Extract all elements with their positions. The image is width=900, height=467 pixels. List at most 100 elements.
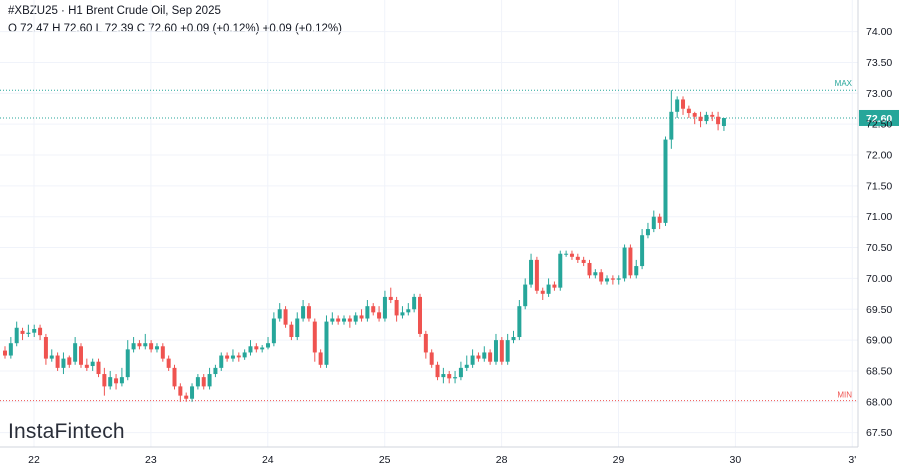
- x-tick-label: 3': [848, 454, 856, 466]
- candle: [377, 306, 382, 322]
- candle-body: [236, 355, 241, 358]
- candle: [166, 355, 171, 371]
- candle: [493, 333, 498, 365]
- candle: [242, 349, 247, 360]
- candle: [43, 333, 48, 365]
- candle-body: [195, 377, 200, 387]
- candle-body: [388, 296, 393, 300]
- candle-body: [575, 256, 580, 260]
- candle-body: [230, 355, 235, 359]
- candle-body: [78, 346, 83, 365]
- candle: [599, 269, 604, 285]
- candle-body: [359, 315, 364, 319]
- y-tick-label: 72.00: [866, 150, 892, 162]
- candle-body: [552, 284, 557, 288]
- y-tick-label: 68.50: [866, 365, 892, 377]
- candle: [435, 361, 440, 381]
- candle: [295, 312, 300, 341]
- candle-body: [412, 296, 417, 310]
- candle-body: [406, 309, 411, 313]
- candle: [716, 111, 721, 131]
- candle: [429, 349, 434, 368]
- candle-body: [353, 315, 358, 322]
- candle-body: [84, 364, 89, 368]
- candle-body: [254, 346, 259, 350]
- candle-body: [154, 346, 159, 350]
- instafintech-logo: InstaFintech: [8, 420, 125, 443]
- candle: [330, 312, 335, 325]
- candle-body: [266, 343, 271, 348]
- candle: [657, 213, 662, 230]
- candle-body: [149, 343, 154, 350]
- candle-body: [476, 355, 481, 359]
- candle: [336, 315, 341, 325]
- y-tick-label: 68.00: [866, 396, 892, 408]
- candle: [225, 352, 230, 362]
- candle: [552, 281, 557, 291]
- last-price-tag: [859, 109, 899, 126]
- candle: [453, 370, 458, 384]
- candle-body: [283, 309, 288, 325]
- candle: [616, 275, 621, 285]
- candle-body: [330, 318, 335, 322]
- candle-body: [131, 343, 136, 350]
- candle-body: [137, 343, 142, 347]
- candle: [523, 278, 528, 310]
- y-tick-label: 71.00: [866, 211, 892, 223]
- candle-body: [260, 347, 265, 350]
- candle: [154, 343, 159, 353]
- candle: [517, 300, 522, 341]
- candle-body: [301, 306, 306, 319]
- candle: [447, 370, 452, 384]
- candle: [137, 340, 142, 350]
- candle-body: [8, 343, 13, 356]
- candle-body: [534, 259, 539, 291]
- candle-body: [482, 352, 487, 359]
- candle-body: [686, 108, 691, 114]
- candle-body: [423, 333, 428, 353]
- candle: [260, 345, 265, 353]
- candle: [704, 111, 709, 125]
- candle: [306, 303, 311, 322]
- x-tick-label: 23: [145, 454, 157, 466]
- candle: [564, 250, 569, 257]
- candle-body: [657, 216, 662, 223]
- candle-body: [184, 395, 189, 399]
- candle-body: [49, 355, 54, 359]
- candle-body: [201, 377, 206, 387]
- candle-body: [342, 318, 347, 322]
- candle: [417, 293, 422, 338]
- candle-body: [529, 259, 534, 285]
- candle: [412, 293, 417, 313]
- candle-body: [73, 343, 78, 362]
- candle-body: [464, 364, 469, 368]
- candle: [160, 343, 165, 362]
- candle: [271, 312, 276, 347]
- candle: [464, 355, 469, 371]
- min-level-label: MIN: [837, 391, 852, 400]
- candle-body: [371, 306, 376, 313]
- candle: [406, 303, 411, 316]
- candle: [84, 358, 89, 371]
- candle: [3, 346, 7, 359]
- candle-body: [277, 309, 282, 319]
- candle-body: [178, 386, 183, 396]
- candle-body: [160, 346, 165, 359]
- candle: [61, 352, 66, 375]
- candle-body: [108, 377, 113, 387]
- candle: [26, 324, 31, 338]
- candle: [114, 374, 119, 390]
- candle: [195, 374, 200, 390]
- candle-body: [628, 247, 633, 276]
- candle: [131, 337, 136, 353]
- y-tick-label: 69.50: [866, 304, 892, 316]
- candle-body: [488, 352, 493, 362]
- candle-body: [114, 378, 119, 384]
- candle: [540, 287, 545, 300]
- candle-body: [710, 114, 715, 117]
- candle: [143, 333, 148, 350]
- candle: [423, 330, 428, 359]
- candle: [546, 278, 551, 297]
